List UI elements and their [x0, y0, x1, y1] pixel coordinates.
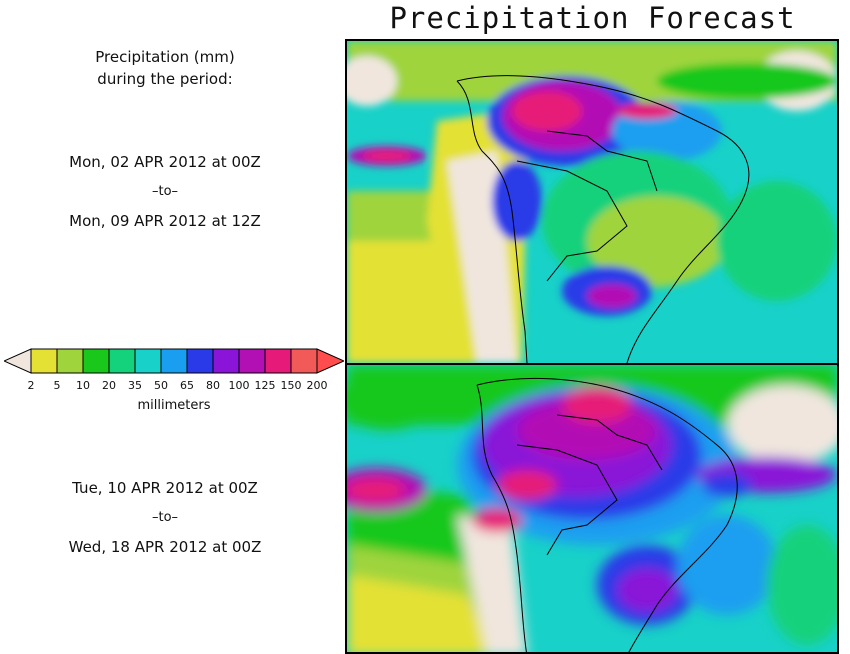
- header-line-1: Precipitation (mm): [95, 48, 235, 66]
- legend-swatch: [30, 348, 58, 374]
- legend-swatch: [56, 348, 84, 374]
- period-1-block: Mon, 02 APR 2012 at 00Z –to– Mon, 09 APR…: [0, 151, 330, 232]
- legend-tick-label: 65: [180, 379, 194, 392]
- legend-tick-label: 125: [254, 379, 276, 392]
- precip-field-week2: [347, 365, 837, 652]
- legend-over-arrow: [316, 348, 344, 374]
- color-legend: [4, 348, 344, 418]
- legend-tick-label: 200: [306, 379, 328, 392]
- header-block: Precipitation (mm) during the period:: [0, 46, 330, 90]
- legend-tick-label: 2: [27, 379, 35, 392]
- period-1-separator: –to–: [151, 184, 179, 199]
- legend-swatch: [134, 348, 162, 374]
- period-2-block: Tue, 10 APR 2012 at 00Z –to– Wed, 18 APR…: [0, 477, 330, 558]
- legend-swatch: [290, 348, 318, 374]
- legend-swatch: [108, 348, 136, 374]
- legend-units: millimeters: [137, 398, 211, 413]
- period-2-start: Tue, 10 APR 2012 at 00Z: [72, 479, 258, 497]
- coastlines-week1: [456, 75, 750, 363]
- map-panel-week2: [345, 363, 839, 654]
- coastlines-week2: [476, 377, 738, 652]
- map-panel-week1: [345, 39, 839, 365]
- legend-swatch: [212, 348, 240, 374]
- period-1-start: Mon, 02 APR 2012 at 00Z: [69, 153, 261, 171]
- legend-swatch: [238, 348, 266, 374]
- legend-tick-label: 50: [154, 379, 168, 392]
- period-2-end: Wed, 18 APR 2012 at 00Z: [68, 538, 262, 556]
- legend-swatch: [264, 348, 292, 374]
- period-2-separator: –to–: [151, 510, 179, 525]
- legend-tick-label: 150: [280, 379, 302, 392]
- legend-under-arrow: [4, 348, 32, 374]
- period-1-end: Mon, 09 APR 2012 at 12Z: [69, 212, 261, 230]
- legend-swatch: [160, 348, 188, 374]
- legend-tick-label: 5: [53, 379, 61, 392]
- legend-tick-label: 35: [128, 379, 142, 392]
- legend-swatch: [82, 348, 110, 374]
- precip-field-week1: [347, 41, 837, 363]
- legend-tick-label: 10: [76, 379, 90, 392]
- legend-tick-label: 80: [206, 379, 220, 392]
- legend-tick-label: 100: [228, 379, 250, 392]
- legend-bar: [4, 348, 344, 374]
- header-line-2: during the period:: [97, 70, 233, 88]
- legend-swatch: [186, 348, 214, 374]
- chart-title: Precipitation Forecast: [389, 1, 796, 35]
- legend-tick-label: 20: [102, 379, 116, 392]
